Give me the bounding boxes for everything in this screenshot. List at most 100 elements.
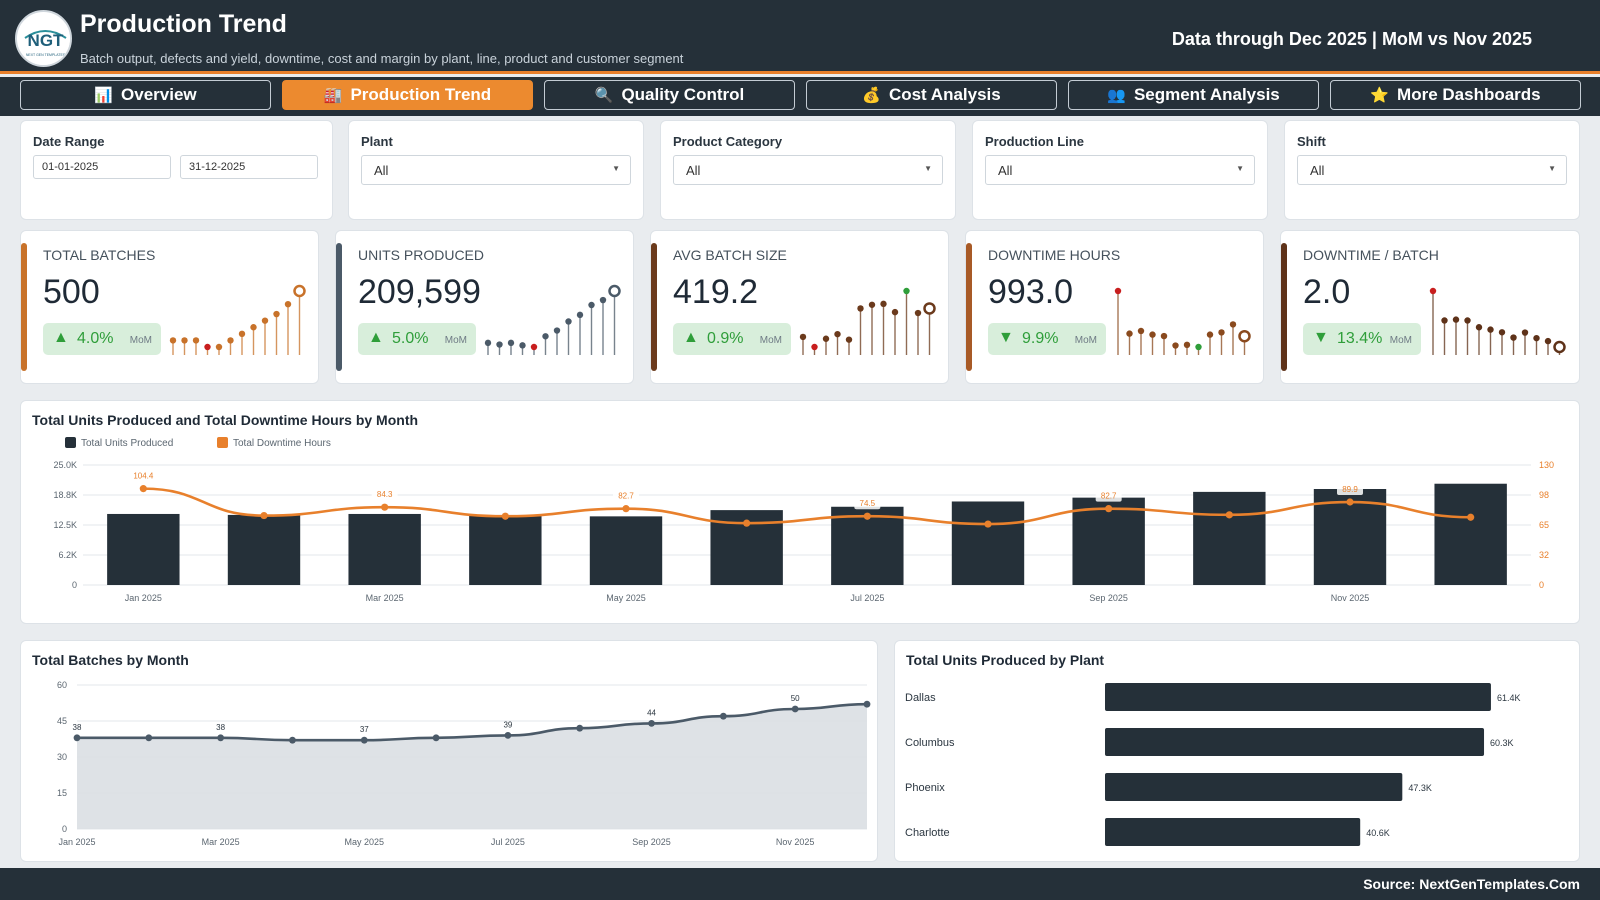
bar-category-label: Phoenix xyxy=(905,782,945,794)
nav-tab-bar: 📊 Overview 🏭 Production Trend 🔍 Quality Con… xyxy=(0,77,1600,116)
select-value: All xyxy=(1310,163,1325,178)
bar-units-produced xyxy=(951,501,1025,585)
combo-chart: Total Units Produced Total Downtime Hours… xyxy=(53,437,1554,603)
plant-select[interactable]: All ▼ xyxy=(361,155,631,185)
sparkline-last-point xyxy=(1238,329,1251,343)
shift-select[interactable]: All ▼ xyxy=(1297,155,1567,185)
y-axis-tick: 15 xyxy=(57,788,67,798)
x-axis-tick: May 2025 xyxy=(345,837,385,847)
page-title: Production Trend xyxy=(80,10,287,38)
y-axis-tick-left: 0 xyxy=(72,580,77,590)
date-end-input[interactable]: 31-12-2025 xyxy=(180,155,318,179)
legend-label-units: Total Units Produced xyxy=(81,438,173,449)
sparkline-point xyxy=(519,342,526,349)
kpi-sparkline xyxy=(1114,287,1251,355)
sparkline-point xyxy=(1510,334,1517,341)
sparkline-point xyxy=(1126,330,1133,337)
sparkline-point xyxy=(204,343,211,351)
line-point-downtime xyxy=(260,511,268,520)
line-point-batches xyxy=(791,705,799,713)
kpi-change-pct: 13.4% xyxy=(1337,330,1383,347)
kpi-change-badge: ▲ 0.9% MoM xyxy=(673,323,791,355)
date-start-input[interactable]: 01-01-2025 xyxy=(33,155,171,179)
sparkline-point xyxy=(542,333,549,340)
tab-production-trend[interactable]: 🏭 Production Trend xyxy=(282,80,533,110)
filter-plant: Plant All ▼ xyxy=(348,120,644,220)
data-label-bg xyxy=(613,489,639,502)
tab-more-dashboards[interactable]: ⭐ More Dashboards xyxy=(1330,80,1581,110)
filter-date-range: Date Range 01-01-2025 31-12-2025 xyxy=(20,120,333,220)
kpi-card-downtime-hours: DOWNTIME HOURS 993.0 ▼ 9.9% MoM xyxy=(965,230,1264,384)
sparkline-point xyxy=(261,317,269,324)
kpi-label: AVG BATCH SIZE xyxy=(673,247,787,263)
sparkline-point xyxy=(1183,341,1191,349)
select-value: All xyxy=(374,163,389,178)
filter-label: Product Category xyxy=(673,134,783,149)
kpi-accent-bar xyxy=(336,243,342,371)
filter-shift: Shift All ▼ xyxy=(1284,120,1580,220)
filter-label: Shift xyxy=(1297,134,1326,149)
data-label-downtime: 89.9 xyxy=(1342,485,1358,494)
bar-units-produced xyxy=(227,514,301,585)
tab-cost-analysis[interactable]: 💰 Cost Analysis xyxy=(806,80,1057,110)
bar-units-produced xyxy=(1193,491,1266,585)
chevron-down-icon: ▼ xyxy=(924,164,932,173)
sparkline-point xyxy=(1464,317,1471,324)
data-through-label: Data through Dec 2025 | MoM vs Nov 2025 xyxy=(1171,29,1532,49)
tab-overview[interactable]: 📊 Overview xyxy=(20,80,271,110)
y-axis-tick-right: 32 xyxy=(1539,550,1549,560)
sparkline-point xyxy=(891,308,899,316)
kpi-value: 500 xyxy=(43,273,100,311)
data-label-downtime: 104.4 xyxy=(133,472,154,481)
y-axis-tick: 60 xyxy=(57,680,67,690)
x-axis-tick: Jan 2025 xyxy=(58,837,95,847)
bar-units-produced xyxy=(348,513,421,585)
sparkline-point xyxy=(811,343,818,351)
sparkline-point xyxy=(834,330,841,338)
chart-title: Total Units Produced by Plant xyxy=(906,652,1105,668)
line-point-batches xyxy=(73,734,81,742)
sparkline-point xyxy=(507,339,515,347)
sparkline-point xyxy=(1429,287,1437,295)
kpi-label: TOTAL BATCHES xyxy=(43,247,156,263)
bar-units-produced xyxy=(469,515,542,585)
kpi-sparkline xyxy=(169,284,306,355)
header-bar: NGT NEXT GEN TEMPLATES Production Trend … xyxy=(0,0,1600,74)
sparkline-point xyxy=(192,337,200,344)
kpi-card-downtime-per-batch: DOWNTIME / BATCH 2.0 ▼ 13.4% MoM xyxy=(1280,230,1580,384)
sparkline-point xyxy=(1487,326,1494,333)
sparkline-point xyxy=(565,318,572,325)
sparkline-point xyxy=(1149,331,1156,338)
bar-plant-units xyxy=(1105,728,1485,756)
kpi-mom-label: MoM xyxy=(1389,335,1412,346)
kpi-value: 2.0 xyxy=(1303,273,1351,311)
filter-label: Production Line xyxy=(985,134,1084,149)
kpi-accent-bar xyxy=(1281,243,1287,371)
star-icon: ⭐ xyxy=(1370,86,1390,104)
y-axis-tick-right: 65 xyxy=(1539,520,1549,530)
trend-down-icon: ▼ xyxy=(1313,329,1329,346)
sparkline-point xyxy=(169,337,177,344)
sparkline-point xyxy=(1195,343,1202,351)
data-label-bg xyxy=(854,497,881,510)
sparkline-point xyxy=(914,309,922,317)
tab-quality-control[interactable]: 🔍 Quality Control xyxy=(544,80,795,110)
tab-segment-analysis[interactable]: 👥 Segment Analysis xyxy=(1068,80,1319,110)
line-point-batches xyxy=(576,724,584,732)
x-axis-tick: Jul 2025 xyxy=(491,837,525,847)
sparkline-point xyxy=(599,296,607,304)
filter-product-category: Product Category All ▼ xyxy=(660,120,956,220)
sparkline-point xyxy=(484,339,492,347)
kpi-mom-label: MoM xyxy=(444,335,467,346)
footer-bar: Source: NextGenTemplates.Com xyxy=(0,868,1600,900)
sparkline-last-point xyxy=(608,284,621,298)
production-line-select[interactable]: All ▼ xyxy=(985,155,1255,185)
sparkline-point xyxy=(1218,329,1225,336)
chart-title: Total Batches by Month xyxy=(32,652,189,668)
y-axis-tick: 0 xyxy=(62,824,67,834)
legend-swatch-units xyxy=(65,437,76,448)
y-axis-tick-left: 12.5K xyxy=(53,520,77,530)
kpi-sparkline xyxy=(799,287,936,355)
x-axis-tick: Jul 2025 xyxy=(850,593,884,603)
product-category-select[interactable]: All ▼ xyxy=(673,155,943,185)
